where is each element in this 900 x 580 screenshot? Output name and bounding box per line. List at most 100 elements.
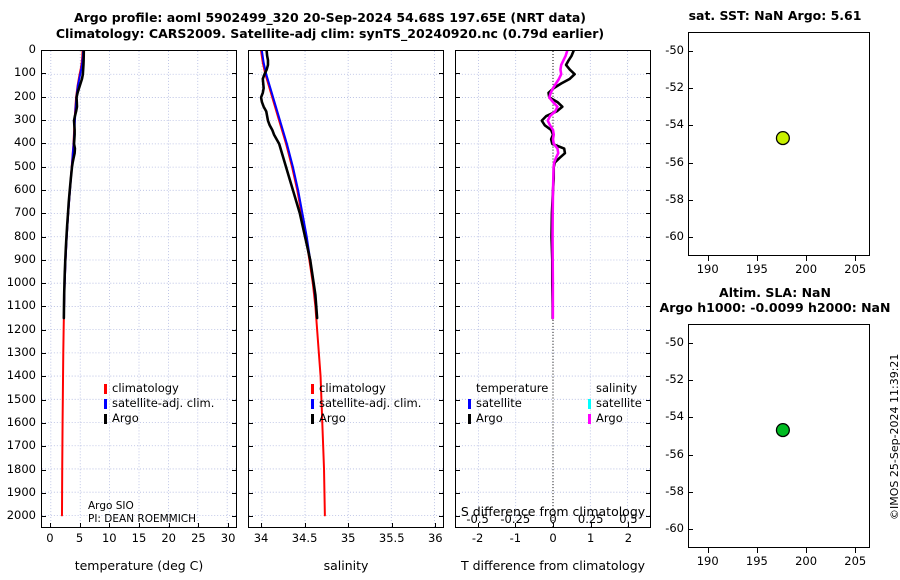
depth-tick-mark-right	[232, 493, 237, 494]
depth-tick-mark	[41, 353, 46, 354]
depth-tick-mark-right	[232, 73, 237, 74]
diff-depth-tick-left	[455, 143, 460, 144]
depth-tick-mark	[41, 260, 46, 261]
depth-tick-mark-right	[232, 50, 237, 51]
depth-tick-mark	[41, 493, 46, 494]
depth-tick-mark-right	[232, 143, 237, 144]
legend-label: climatology	[319, 381, 386, 395]
salinity-depth-tick-left	[248, 120, 253, 121]
depth-tick-mark-right	[232, 516, 237, 517]
salinity-depth-tick-left	[248, 353, 253, 354]
temperature-tick-mark	[169, 523, 170, 528]
depth-tick-mark	[41, 470, 46, 471]
depth-tick-label: 200	[14, 88, 36, 103]
legend-color-swatch	[311, 413, 314, 424]
tdiff-tick-label: -1	[509, 531, 522, 545]
salinity-depth-tick-right	[439, 306, 444, 307]
salinity-axis-title: salinity	[323, 558, 369, 573]
sdiff-tick-label: -0.5	[466, 512, 489, 526]
depth-tick-mark-right	[232, 423, 237, 424]
map-lat-tick-mark	[688, 529, 693, 530]
depth-tick-label: 1300	[6, 345, 36, 360]
diff-depth-tick-left	[455, 400, 460, 401]
depth-tick-mark-right	[232, 306, 237, 307]
diff-depth-tick-right	[646, 306, 651, 307]
map-lat-tick-mark	[688, 51, 693, 52]
temperature-tick-label: 10	[101, 531, 117, 545]
diff-depth-tick-left	[455, 97, 460, 98]
legend-entry: climatology	[104, 381, 214, 396]
legend-label: satellite-adj. clim.	[319, 396, 422, 410]
depth-tick-mark-right	[232, 190, 237, 191]
map-lon-tick-mark	[757, 256, 758, 261]
salinity-depth-tick-right	[439, 143, 444, 144]
salinity-depth-tick-right	[439, 237, 444, 238]
diff-depth-tick-left	[455, 423, 460, 424]
sla-title-line-2: Argo h1000: -0.0099 h2000: NaN	[659, 300, 891, 315]
salinity-depth-tick-left	[248, 493, 253, 494]
temperature-tick-label: 20	[161, 531, 176, 545]
map-lat-tick-label: -60	[665, 521, 684, 536]
salinity-tick-mark	[348, 523, 349, 528]
depth-tick-label: 1600	[6, 415, 36, 430]
depth-tick-label: 1500	[6, 391, 36, 406]
salinity-tick-label: 36	[427, 531, 443, 545]
diff-depth-tick-right	[646, 50, 651, 51]
depth-tick-mark-right	[232, 330, 237, 331]
diff-depth-tick-right	[646, 283, 651, 284]
legend-color-swatch	[311, 383, 314, 394]
depth-tick-label: 1100	[6, 298, 36, 313]
tdiff-tick-mark	[553, 523, 554, 528]
salinity-depth-tick-right	[439, 50, 444, 51]
diff-depth-tick-left	[455, 283, 460, 284]
map-lon-tick-label: 205	[844, 554, 867, 568]
map-lon-tick-mark	[855, 256, 856, 261]
salinity-depth-tick-right	[439, 213, 444, 214]
legend-header: temperature	[476, 381, 549, 395]
salinity-depth-tick-left	[248, 306, 253, 307]
legend-label: Argo	[596, 411, 623, 425]
diff-depth-tick-right	[646, 353, 651, 354]
difference-plot-area	[456, 51, 650, 527]
difference-legend-salinity: salinity satellite Argo	[588, 381, 642, 426]
diff-depth-tick-right	[646, 400, 651, 401]
difference-profile-panel	[455, 50, 651, 528]
difference-plot-svg	[456, 51, 650, 527]
depth-tick-mark-right	[232, 260, 237, 261]
diff-depth-tick-right	[646, 120, 651, 121]
diff-depth-tick-left	[455, 167, 460, 168]
legend-label: satellite	[596, 396, 642, 410]
salinity-depth-tick-right	[439, 423, 444, 424]
salinity-depth-tick-right	[439, 260, 444, 261]
diff-depth-tick-right	[646, 493, 651, 494]
sst-map-plot-area	[689, 33, 869, 255]
temperature-tick-mark	[109, 523, 110, 528]
temperature-tick-mark	[228, 523, 229, 528]
sla-map-svg	[775, 422, 790, 438]
tdiff-tick-mark	[478, 523, 479, 528]
diff-depth-tick-left	[455, 516, 460, 517]
depth-tick-mark-right	[232, 97, 237, 98]
map-lat-tick-mark	[688, 380, 693, 381]
diff-depth-tick-left	[455, 493, 460, 494]
map-lat-tick-label: -56	[665, 154, 684, 169]
diff-depth-tick-left	[455, 446, 460, 447]
depth-tick-label: 0	[28, 42, 36, 56]
salinity-depth-tick-left	[248, 260, 253, 261]
depth-tick-label: 300	[14, 111, 36, 126]
legend-color-swatch	[468, 398, 471, 409]
depth-tick-mark	[41, 516, 46, 517]
map-lat-tick-label: -58	[665, 484, 684, 498]
legend-header: salinity	[596, 381, 638, 395]
map-lat-tick-label: -56	[665, 446, 684, 461]
map-lon-tick-label: 200	[795, 554, 818, 568]
diff-depth-tick-left	[455, 190, 460, 191]
legend-label: Argo	[476, 411, 503, 425]
diff-depth-tick-left	[455, 330, 460, 331]
salinity-depth-tick-right	[439, 400, 444, 401]
legend-color-swatch	[104, 413, 107, 424]
temperature-axis-title: temperature (deg C)	[74, 558, 204, 573]
salinity-depth-tick-right	[439, 516, 444, 517]
diff-depth-tick-left	[455, 50, 460, 51]
salinity-depth-tick-right	[439, 353, 444, 354]
